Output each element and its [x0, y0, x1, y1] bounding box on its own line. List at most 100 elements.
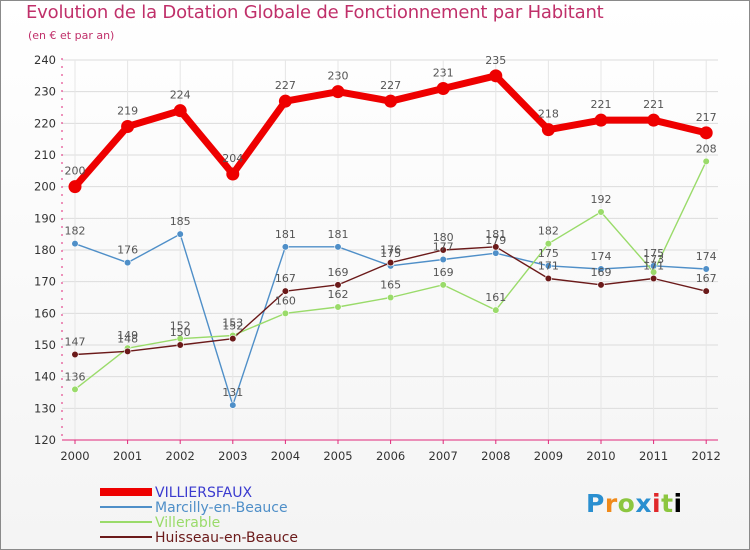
- data-point: [439, 281, 447, 289]
- y-tick-label: 190: [34, 211, 56, 225]
- grid-lines: [62, 59, 718, 441]
- data-label: 224: [170, 89, 191, 102]
- data-label: 152: [170, 320, 191, 333]
- data-point: [489, 69, 503, 83]
- data-labels: 182 176 185 131 181 181 175 177 179 175 174 175 174 1…: [65, 54, 717, 399]
- data-label: 208: [696, 142, 717, 155]
- data-point: [176, 341, 184, 349]
- data-label: 230: [328, 70, 349, 83]
- data-label: 173: [643, 253, 664, 266]
- x-tick-label: 2004: [271, 449, 300, 463]
- data-label: 161: [485, 291, 506, 304]
- y-tick-label: 170: [34, 275, 56, 289]
- data-label: 176: [117, 244, 138, 257]
- data-label: 235: [485, 54, 506, 67]
- data-point: [387, 259, 395, 267]
- data-label: 217: [696, 111, 717, 124]
- data-label: 176: [380, 244, 401, 257]
- data-point: [281, 309, 290, 317]
- data-point: [541, 123, 555, 137]
- data-label: 149: [117, 329, 138, 342]
- x-tick-label: 2007: [429, 449, 458, 463]
- data-point: [699, 126, 713, 140]
- data-label: 182: [538, 225, 559, 238]
- x-tick-label: 2002: [166, 449, 195, 463]
- data-label: 174: [591, 250, 612, 263]
- data-point: [647, 113, 661, 127]
- data-label: 162: [328, 288, 349, 301]
- y-tick-label: 150: [34, 338, 56, 352]
- data-point: [123, 347, 132, 355]
- data-point: [597, 208, 605, 216]
- data-label: 131: [222, 386, 243, 399]
- data-point: [229, 401, 237, 409]
- data-label: 227: [275, 79, 296, 92]
- data-label: 181: [485, 228, 506, 241]
- data-label: 192: [591, 193, 612, 206]
- data-label: 169: [433, 266, 454, 279]
- data-label: 219: [117, 105, 138, 118]
- x-tick-label: 2006: [376, 449, 405, 463]
- y-tick-label: 130: [34, 401, 56, 415]
- data-label: 171: [538, 260, 559, 273]
- data-point: [71, 240, 79, 248]
- y-tick-label: 220: [34, 116, 56, 130]
- data-point: [334, 243, 342, 251]
- x-tick-label: 2000: [60, 449, 89, 463]
- data-label: 204: [222, 152, 243, 165]
- data-label: 177: [433, 241, 454, 254]
- data-label: 167: [696, 272, 717, 285]
- y-tick-label: 140: [34, 370, 56, 384]
- data-point: [702, 157, 710, 165]
- y-tick-label: 160: [34, 306, 56, 320]
- data-label: 175: [643, 247, 664, 260]
- y-tick-label: 120: [34, 433, 56, 447]
- data-label: 182: [65, 225, 86, 238]
- data-point: [281, 243, 290, 251]
- data-point: [544, 274, 553, 283]
- data-label: 231: [433, 67, 454, 80]
- y-tick-label: 240: [34, 53, 56, 67]
- data-label: 175: [380, 247, 401, 260]
- data-point: [334, 303, 342, 311]
- data-label: 221: [591, 98, 612, 111]
- data-point: [649, 274, 658, 283]
- data-label: 153: [222, 317, 243, 330]
- data-point: [594, 113, 608, 127]
- data-point: [384, 94, 398, 108]
- data-point: [173, 104, 187, 118]
- legend-label: Huisseau-en-Beauce: [155, 530, 298, 546]
- series-points: [68, 69, 713, 409]
- x-tick-label: 2009: [534, 449, 563, 463]
- data-point: [229, 335, 237, 343]
- data-point: [387, 293, 395, 302]
- x-tick-label: 2003: [218, 449, 247, 463]
- y-tick-label: 210: [34, 148, 56, 162]
- x-tick-label: 2008: [481, 449, 510, 463]
- data-point: [278, 94, 292, 108]
- data-point: [68, 180, 82, 194]
- data-point: [544, 262, 553, 270]
- data-point: [702, 287, 710, 295]
- data-point: [492, 306, 500, 314]
- data-point: [492, 243, 500, 251]
- data-point: [436, 82, 450, 95]
- proxiti-logo: Proxiti: [586, 489, 683, 518]
- data-label: 221: [643, 98, 664, 111]
- x-tick-label: 2001: [113, 449, 142, 463]
- data-label: 185: [170, 215, 191, 228]
- y-tick-label: 180: [34, 243, 56, 257]
- data-label: 227: [380, 79, 401, 92]
- data-label: 180: [433, 231, 454, 244]
- data-point: [492, 249, 500, 257]
- data-label: 175: [538, 247, 559, 260]
- data-label: 160: [275, 294, 296, 307]
- legend-label: Villerable: [155, 515, 220, 531]
- chart-title: Evolution de la Dotation Globale de Fonc…: [26, 2, 604, 23]
- legend: VILLIERSFAUXMarcilly-en-BeauceVillerable…: [100, 485, 298, 546]
- data-label: 147: [65, 336, 86, 349]
- x-tick-label: 2012: [692, 449, 721, 463]
- data-label: 136: [65, 370, 86, 383]
- data-label: 148: [117, 332, 138, 345]
